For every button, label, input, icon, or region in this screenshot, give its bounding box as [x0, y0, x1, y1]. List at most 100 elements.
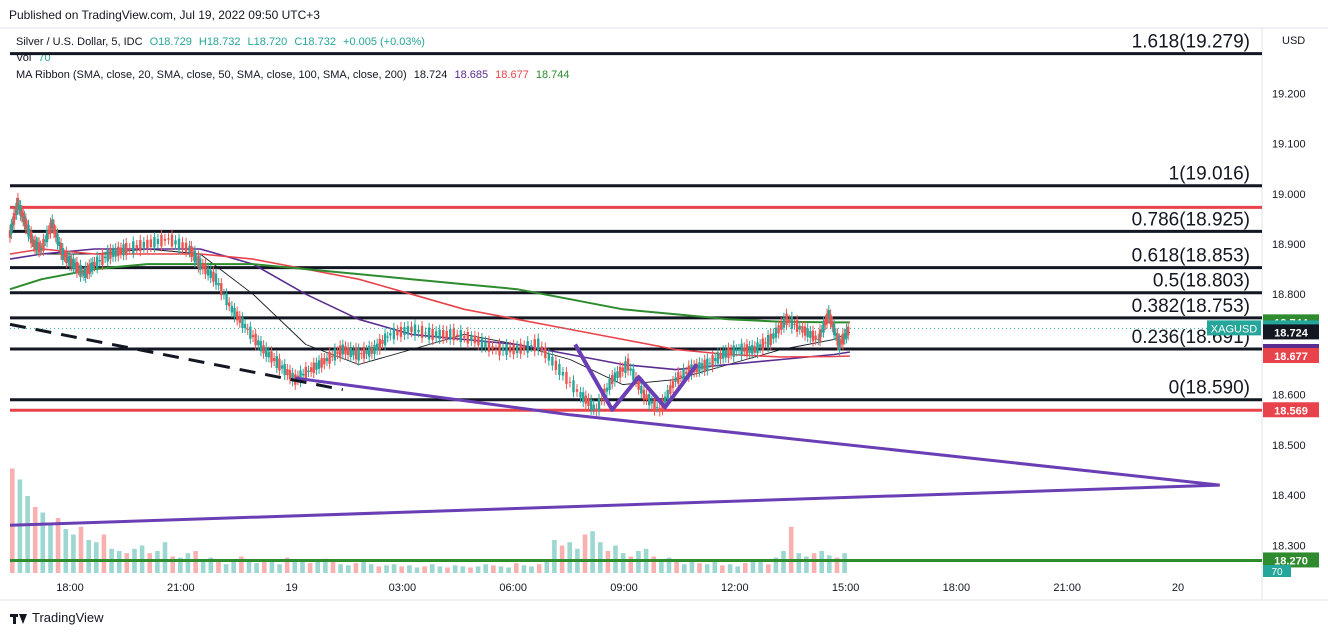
candle-body [315, 362, 318, 370]
price-change: +0.005 (+0.03%) [343, 36, 425, 48]
candle-body [42, 238, 45, 251]
candle-body [431, 328, 434, 340]
candle-body [621, 367, 624, 372]
candle-body [265, 347, 268, 357]
candle-body [470, 336, 473, 341]
candle-body [846, 326, 850, 336]
x-tick-label: 21:00 [1053, 582, 1081, 594]
ma-ribbon-legend[interactable]: MA Ribbon (SMA, close, 20, SMA, close, 5… [16, 68, 574, 82]
candle-body [238, 315, 241, 323]
candle-body [589, 399, 593, 410]
candle-body [403, 327, 406, 335]
candle-body [167, 238, 170, 240]
candle-body [307, 370, 310, 372]
candle-body [822, 321, 825, 333]
candle-body [809, 330, 812, 338]
candle-body [772, 333, 775, 339]
candle-body [156, 239, 160, 244]
candle-body [575, 389, 579, 392]
y-tick-label: 18.800 [1272, 289, 1306, 301]
candle-body [684, 372, 688, 374]
candle-body [618, 366, 622, 378]
candle-body [761, 338, 764, 351]
candle-body [745, 344, 749, 355]
volume-bar [498, 566, 504, 573]
volume-bar [437, 566, 443, 573]
candle-body [31, 239, 34, 242]
candle-body [117, 246, 120, 257]
price-tag-box [1263, 348, 1319, 364]
ma-line-18.744 [9, 263, 850, 324]
candle-body [317, 360, 321, 369]
candle-body [512, 344, 515, 355]
candle-body [304, 366, 308, 379]
volume-bar [559, 545, 565, 573]
symbol-legend[interactable]: Silver / U.S. Dollar, 5, IDC O18.729 H18… [16, 35, 429, 49]
candle-body [735, 349, 738, 352]
candle-body [346, 347, 350, 355]
x-tick-label: 20 [1172, 582, 1184, 594]
candle-body [243, 323, 247, 329]
candle-body [40, 247, 43, 251]
candle-body [52, 224, 56, 234]
candle-body [170, 234, 174, 247]
candle-body [386, 336, 389, 338]
price-tag-label: 18.732 [1274, 323, 1308, 335]
volume-bar [605, 551, 611, 573]
candle-body [286, 369, 289, 376]
volume-bar [811, 553, 817, 573]
volume-bar [582, 534, 588, 573]
volume-bar [529, 566, 534, 573]
candle-body [8, 230, 12, 238]
ma-value-3: 18.677 [495, 69, 529, 81]
candle-body [146, 239, 149, 249]
x-tick-label: 06:00 [499, 582, 527, 594]
fib-label: 0.236(18.691) [1132, 327, 1250, 348]
candle-body [128, 248, 131, 250]
x-tick-label: 03:00 [389, 582, 417, 594]
candle-body [661, 399, 664, 411]
candle-body [190, 246, 193, 257]
volume-bar [521, 565, 527, 573]
ma-line-18.677 [9, 248, 850, 358]
candle-body [695, 363, 698, 373]
volume-bar [17, 479, 23, 573]
volume-bar [246, 562, 252, 573]
volume-bars [10, 468, 847, 573]
ma-line-18.724 [9, 248, 851, 386]
price-tag-box [1263, 343, 1319, 359]
candle-body [111, 249, 115, 257]
candle-body [714, 358, 717, 361]
volume-bar [254, 563, 259, 573]
volume-legend[interactable]: Vol 70 [16, 51, 55, 65]
candle-body [389, 333, 392, 336]
candle-body [642, 389, 646, 400]
volume-bar [86, 540, 91, 573]
volume-bar [25, 496, 30, 573]
candle-body [587, 398, 590, 407]
candle-body [410, 326, 413, 333]
candle-body [420, 325, 424, 338]
symbol-name[interactable]: Silver / U.S. Dollar, 5, IDC [16, 36, 143, 48]
candle-body [39, 245, 42, 251]
fib-label: 1.618(19.279) [1132, 32, 1250, 53]
volume-bar [139, 545, 145, 573]
volume-bar [674, 562, 679, 573]
x-tick-label: 12:00 [721, 582, 749, 594]
candle-body [309, 367, 313, 372]
x-tick-label: 15:00 [832, 582, 860, 594]
candle-body [558, 364, 561, 376]
candle-body [341, 344, 345, 355]
candle-body [325, 357, 329, 362]
volume-bar [300, 562, 305, 573]
candle-body [89, 263, 93, 272]
candle-body [452, 328, 455, 341]
candle-body [498, 343, 501, 356]
volume-bar [162, 542, 168, 573]
candle-body [125, 243, 128, 255]
candle-body [595, 408, 598, 411]
candle-body [28, 233, 32, 235]
ohlc-high: H18.732 [198, 36, 241, 48]
candle-body [177, 238, 181, 250]
